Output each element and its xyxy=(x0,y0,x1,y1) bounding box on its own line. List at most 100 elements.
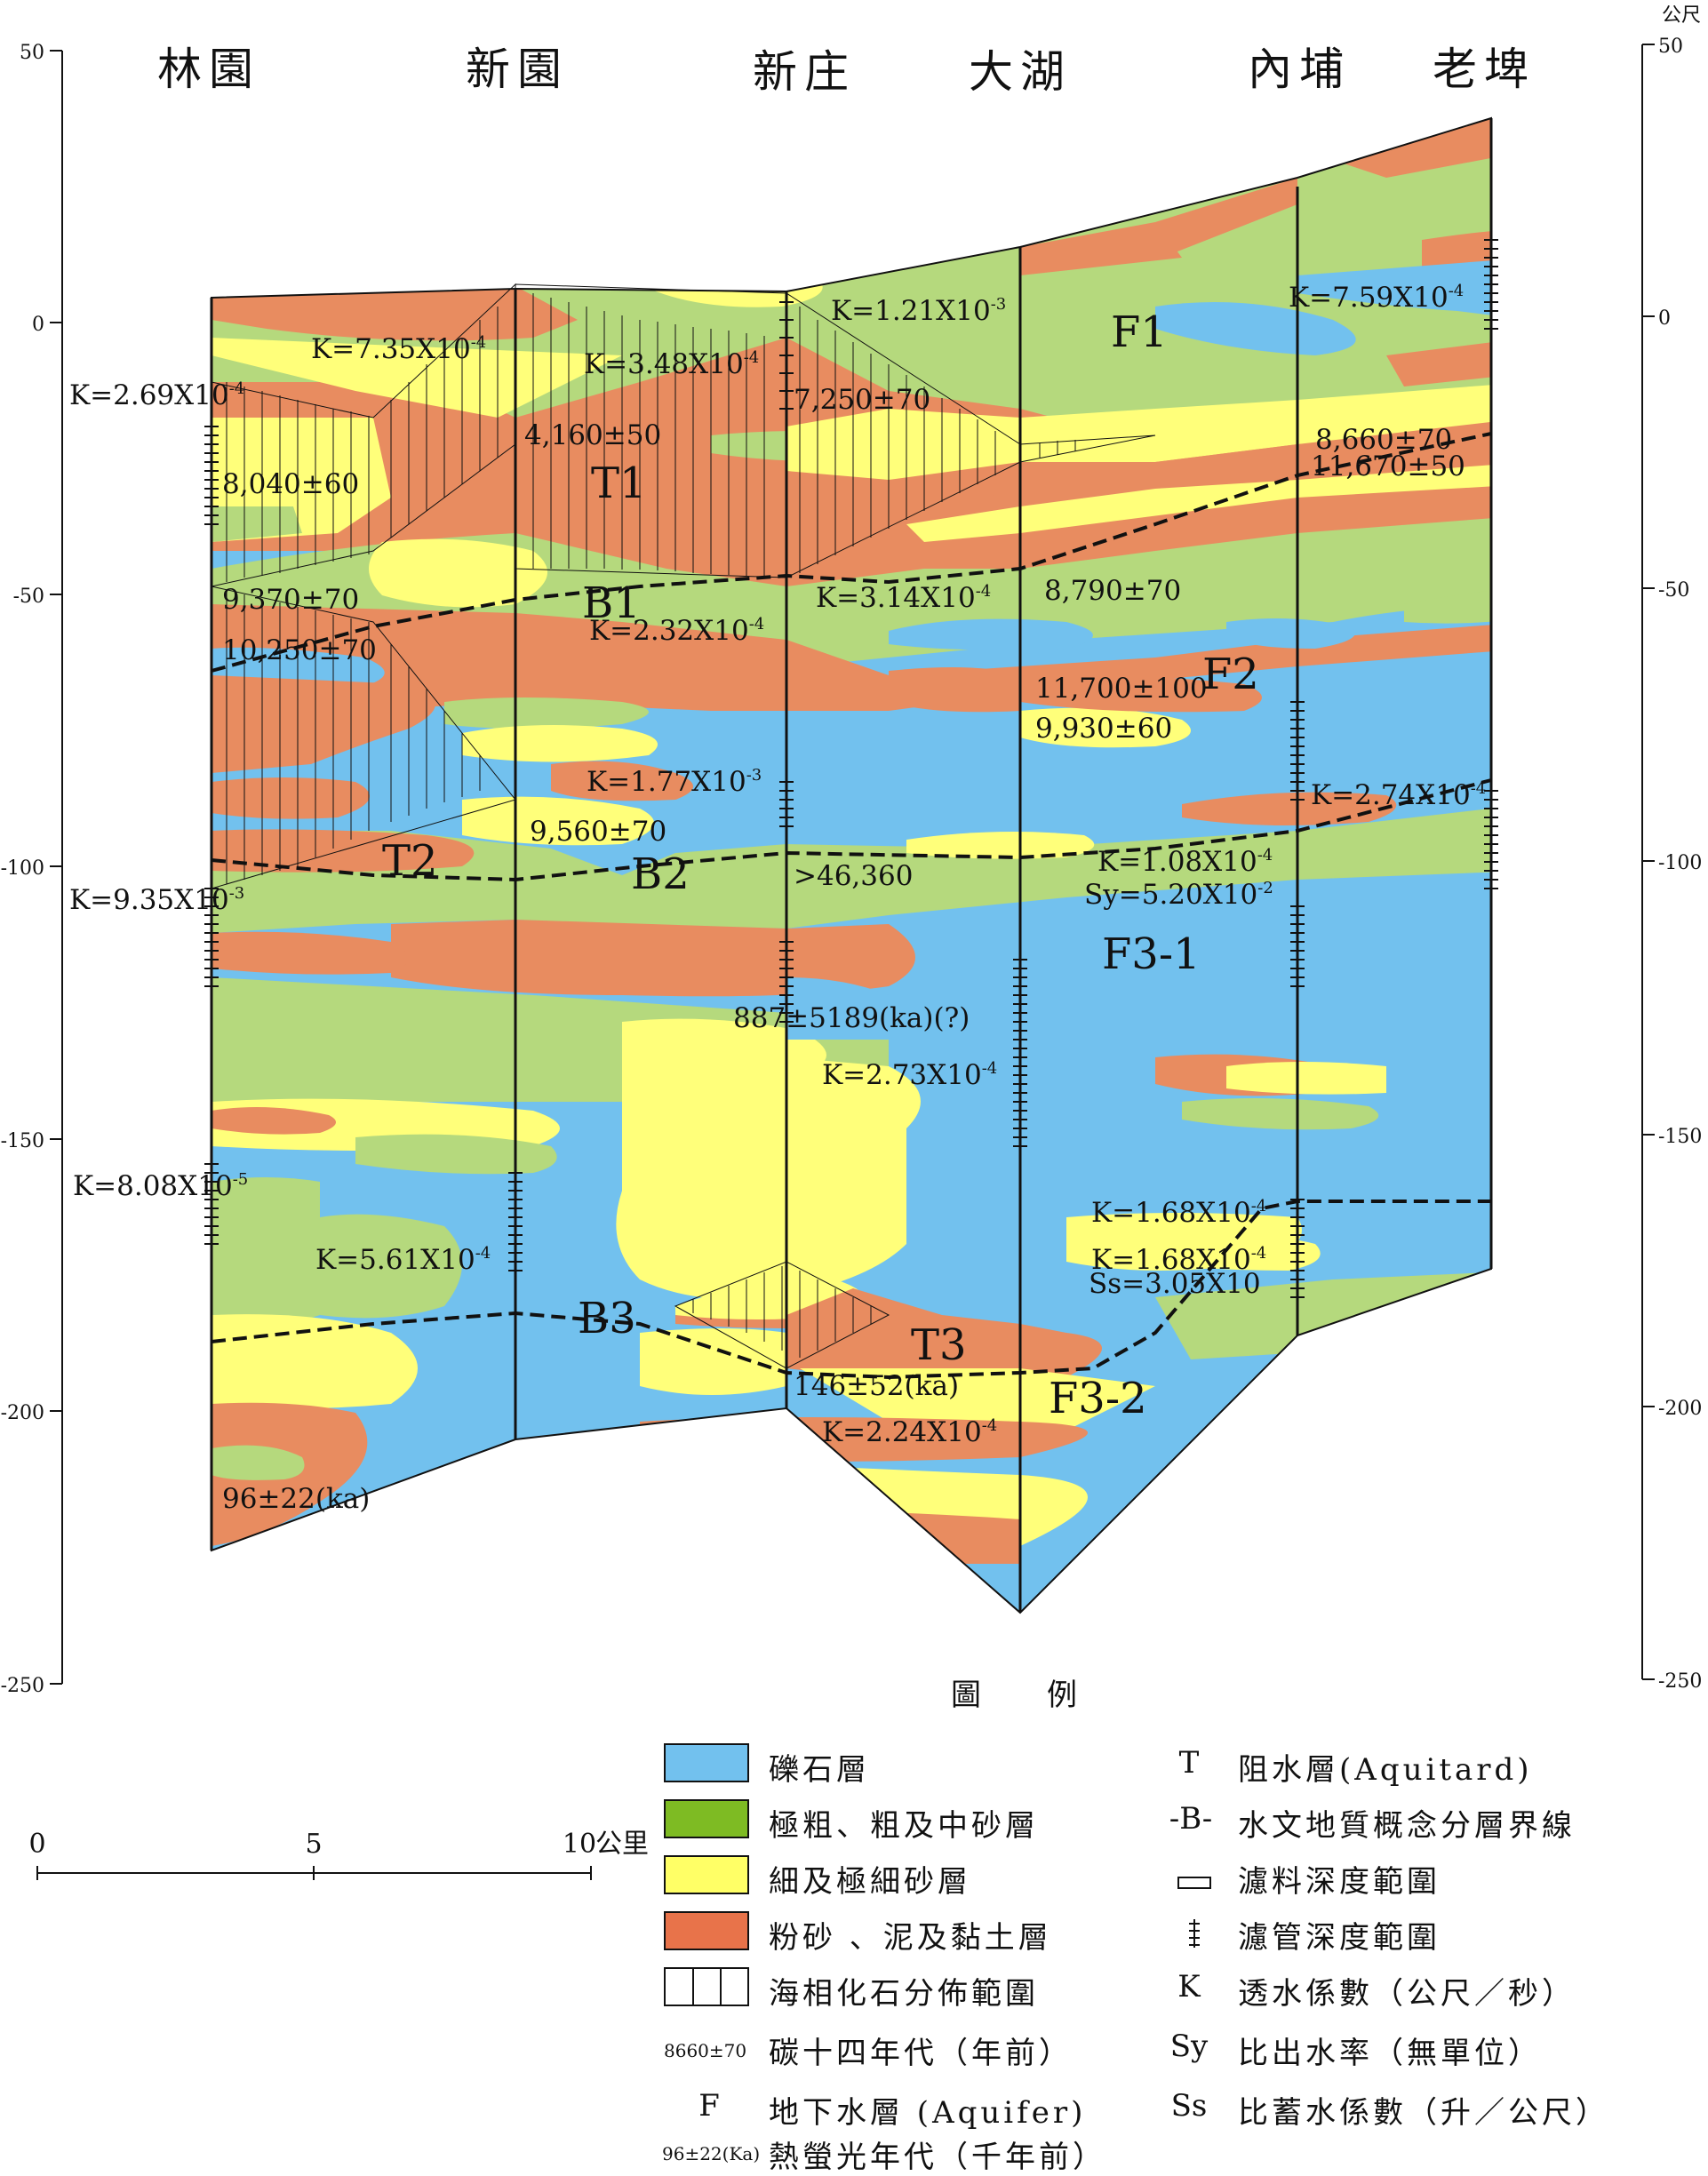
annot-k-224: K=2.24X10-4 xyxy=(822,1416,997,1448)
annot-date-9560: 9,560±70 xyxy=(530,816,666,848)
station-xinzhuang: 新庄 xyxy=(753,46,856,98)
annot-date-11700: 11,700±100 xyxy=(1035,673,1208,705)
left-tick-minus200: -200 xyxy=(1,1402,44,1424)
station-linyuan: 林園 xyxy=(157,44,260,95)
label-t2: T2 xyxy=(382,836,438,886)
left-tick-50: 50 xyxy=(20,42,44,64)
legend-title: 圖 例 xyxy=(951,1678,1095,1713)
station-neipu: 內埔 xyxy=(1248,44,1351,95)
annot-k-314: K=3.14X10-4 xyxy=(816,582,991,614)
annot-k-108: K=1.08X10-4 xyxy=(1097,846,1273,878)
right-tick-minus100: -100 xyxy=(1658,852,1702,874)
scale-tick-0: 0 xyxy=(28,1829,45,1860)
annot-date-8040: 8,040±60 xyxy=(222,468,359,500)
annot-sy-520: Sy=5.20X10-2 xyxy=(1084,879,1273,911)
annot-k-168a: K=1.68X10-4 xyxy=(1091,1197,1266,1229)
right-tick-minus50: -50 xyxy=(1658,579,1689,602)
scale-bar xyxy=(36,1866,592,1880)
legend-aquitard-label: 阻水層(Aquitard) xyxy=(1238,1752,1533,1788)
annot-k-759: K=7.59X10-4 xyxy=(1289,282,1464,314)
label-t3: T3 xyxy=(911,1320,967,1370)
left-depth-axis xyxy=(50,50,63,1685)
legend-marine-fossil-label: 海相化石分佈範圍 xyxy=(769,1976,1039,2012)
right-tick-50: 50 xyxy=(1658,36,1683,58)
legend-k-label: 透水係數（公尺／秒） xyxy=(1238,1976,1576,2012)
legend-c14-label: 碳十四年代（年前） xyxy=(769,2036,1073,2071)
screen-marks xyxy=(204,239,1498,1298)
legend-aquitard-symbol: T xyxy=(1178,1745,1200,1781)
swatch-marine-fossil xyxy=(664,1967,749,2006)
legend-aquifer-label: 地下水層 (Aquifer) xyxy=(769,2095,1087,2131)
legend-boundary-symbol: -B- xyxy=(1169,1801,1213,1837)
scale-tick-10: 10 xyxy=(563,1829,596,1860)
swatch-fine-sand xyxy=(664,1855,749,1894)
annot-k-735: K=7.35X10-4 xyxy=(311,333,486,365)
annot-k-269: K=2.69X10-4 xyxy=(69,379,244,411)
label-f2: F2 xyxy=(1202,650,1259,699)
legend-gravel-label: 礫石層 xyxy=(769,1752,870,1788)
station-laobei: 老埤 xyxy=(1433,44,1536,95)
annot-date-8790: 8,790±70 xyxy=(1044,575,1181,607)
annot-date-9370: 9,370±70 xyxy=(222,584,359,616)
left-tick-0: 0 xyxy=(32,314,44,336)
legend-filter-label: 濾料深度範圍 xyxy=(1238,1864,1441,1900)
label-b3: B3 xyxy=(578,1294,636,1343)
left-tick-minus250: -250 xyxy=(1,1675,44,1697)
legend-screen-label: 濾管深度範圍 xyxy=(1238,1920,1441,1956)
left-tick-minus150: -150 xyxy=(1,1130,44,1152)
annot-date-46360: >46,360 xyxy=(794,860,913,892)
annot-k-348: K=3.48X10-4 xyxy=(584,348,759,380)
annot-k-274: K=2.74X10-4 xyxy=(1311,779,1486,811)
legend-tl-label: 熱螢光年代（千年前） xyxy=(769,2140,1106,2175)
right-tick-minus250: -250 xyxy=(1658,1670,1702,1693)
annot-k-935: K=9.35X10-3 xyxy=(69,884,244,916)
annot-date-887: 887±5189(ka)(?) xyxy=(733,1002,970,1034)
legend-tl-example: 96±22(Ka) xyxy=(662,2143,761,2164)
swatch-silt-clay xyxy=(664,1911,749,1950)
legend-coarse-sand-label: 極粗、粗及中砂層 xyxy=(769,1808,1039,1844)
swatch-coarse-sand xyxy=(664,1799,749,1838)
annotations: K=2.69X10-4 K=7.35X10-4 K=3.48X10-4 K=1.… xyxy=(69,282,1486,1515)
screen-depth-icon xyxy=(1189,1919,1200,1948)
right-tick-0: 0 xyxy=(1658,307,1671,330)
annot-date-10250: 10,250±70 xyxy=(222,634,377,666)
annot-ss-305: Ss=3.05X10 xyxy=(1089,1268,1261,1300)
annot-k-808: K=8.08X10-5 xyxy=(73,1170,248,1202)
marine-fossil-hatch xyxy=(226,293,1076,1358)
legend-silt-clay-label: 粉砂 、泥及黏土層 xyxy=(769,1920,1052,1956)
label-t1: T1 xyxy=(591,458,647,508)
annot-k-121: K=1.21X10-3 xyxy=(831,295,1006,327)
annot-date-4160: 4,160±50 xyxy=(524,419,661,451)
annot-date-7250: 7,250±70 xyxy=(794,384,930,416)
annot-k-561: K=5.61X10-4 xyxy=(315,1244,491,1276)
scale-unit: 公里 xyxy=(595,1829,649,1860)
annot-date-9930: 9,930±60 xyxy=(1035,713,1172,745)
left-tick-minus50: -50 xyxy=(13,586,44,608)
right-tick-minus150: -150 xyxy=(1658,1126,1702,1148)
legend-aquifer-symbol: F xyxy=(698,2088,720,2124)
legend-sy-label: 比出水率（無單位） xyxy=(1238,2036,1542,2071)
label-f1: F1 xyxy=(1111,307,1168,357)
legend-boundary-label: 水文地質概念分層界線 xyxy=(1238,1808,1576,1844)
label-f3-1: F3-1 xyxy=(1102,929,1201,979)
right-axis-unit: 公尺 xyxy=(1662,4,1701,27)
station-xinyuan: 新園 xyxy=(466,44,569,95)
annot-date-146: 146±52(ka) xyxy=(794,1370,959,1402)
legend-ss-label: 比蓄水係數（升／公尺） xyxy=(1238,2095,1609,2131)
left-tick-minus100: -100 xyxy=(1,857,44,880)
right-tick-minus200: -200 xyxy=(1658,1398,1702,1420)
annot-k-177: K=1.77X10-3 xyxy=(587,766,762,798)
legend-c14-example: 8660±70 xyxy=(664,2040,747,2061)
annot-date-11670: 11,670±50 xyxy=(1311,450,1465,482)
label-f3-2: F3-2 xyxy=(1049,1374,1147,1423)
filter-depth-icon xyxy=(1177,1877,1211,1889)
scale-tick-5: 5 xyxy=(305,1829,322,1860)
annot-k-168b: K=1.68X10-4 xyxy=(1091,1244,1266,1276)
station-dahu: 大湖 xyxy=(969,46,1072,98)
legend-fine-sand-label: 細及極細砂層 xyxy=(769,1864,971,1900)
right-depth-axis xyxy=(1641,44,1655,1680)
annot-date-96: 96±22(ka) xyxy=(222,1483,370,1515)
annot-k-273: K=2.73X10-4 xyxy=(822,1059,997,1091)
annot-date-8660: 8,660±70 xyxy=(1315,424,1452,456)
